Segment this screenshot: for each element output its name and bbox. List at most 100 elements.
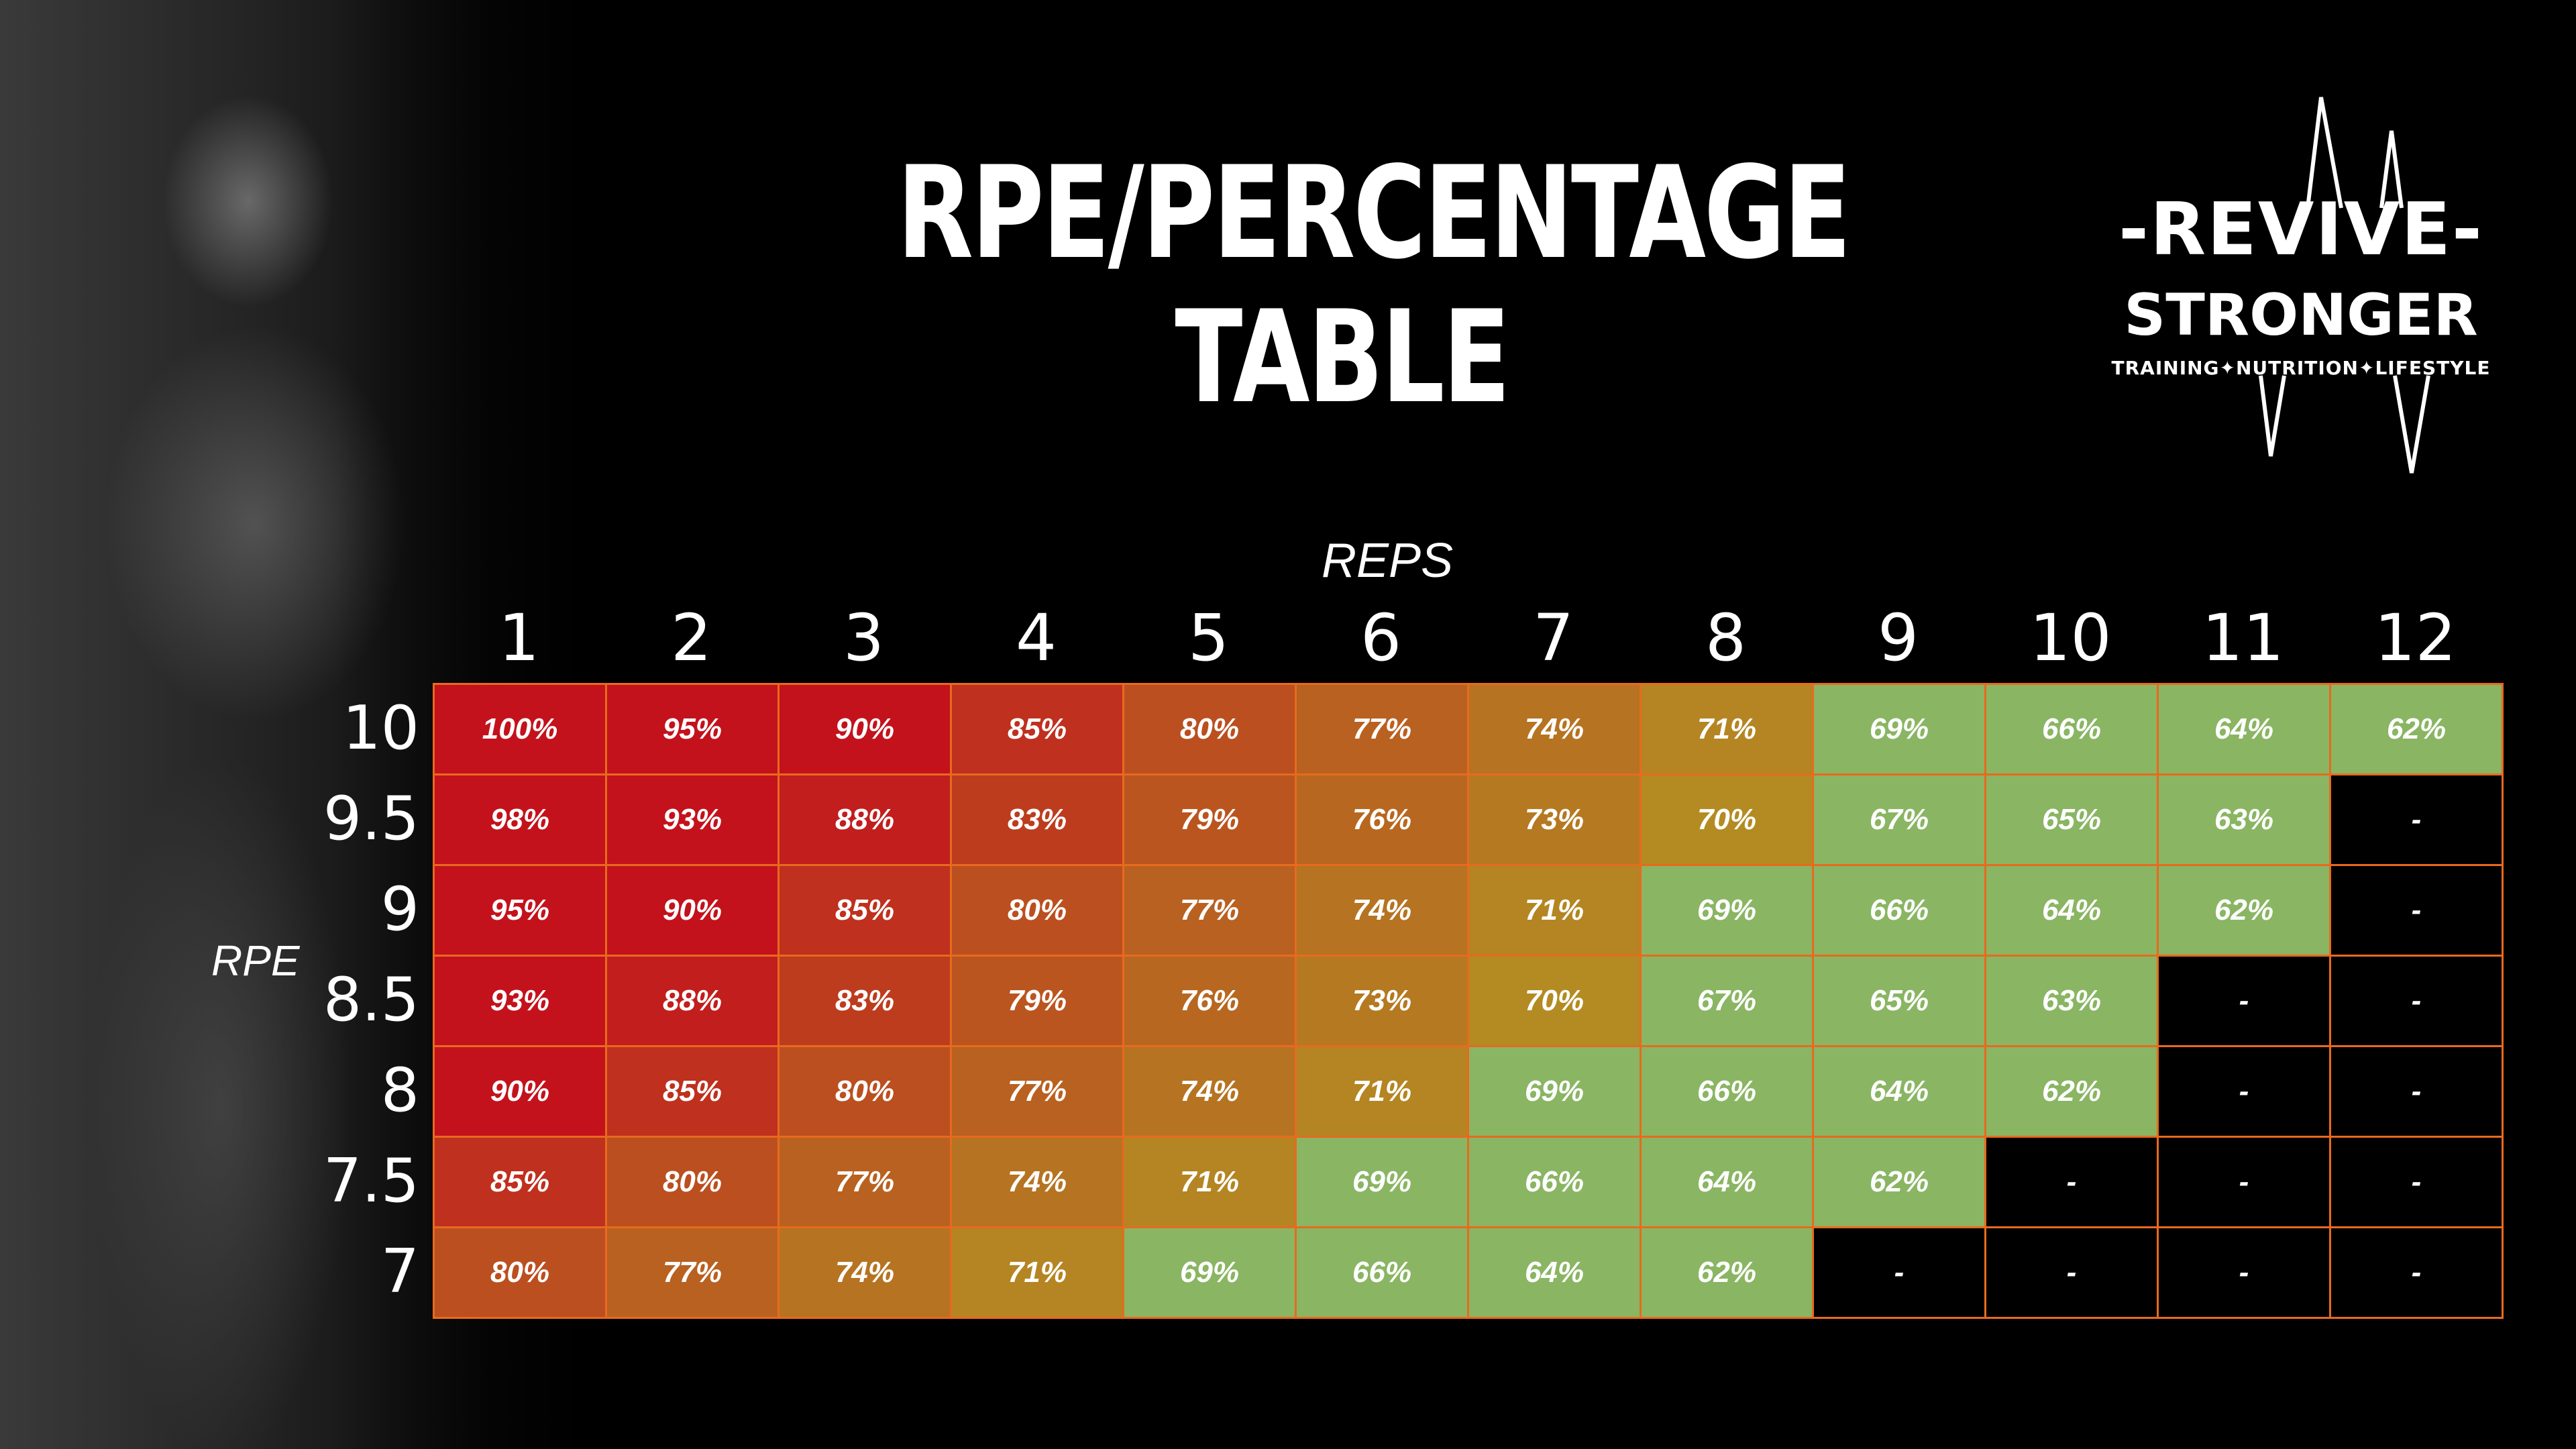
- column-header-12: 12: [2374, 600, 2457, 676]
- table-cell: 77%: [1295, 683, 1469, 775]
- row-header-rpe: 7: [380, 1236, 419, 1307]
- table-cell: 77%: [1122, 864, 1297, 957]
- table-cell-empty: -: [2329, 864, 2504, 957]
- table-cell: 74%: [1122, 1045, 1297, 1138]
- table-cell-empty: -: [2329, 1136, 2504, 1228]
- table-cell: 90%: [777, 683, 952, 775]
- table-cell: 74%: [1295, 864, 1469, 957]
- table-cell: 62%: [1812, 1136, 1986, 1228]
- title-line-2: TABLE: [1175, 283, 1510, 431]
- table-cell-empty: -: [2329, 955, 2504, 1047]
- table-cell: 93%: [433, 955, 607, 1047]
- table-cell: 67%: [1812, 773, 1986, 866]
- column-header-11: 11: [2202, 600, 2284, 676]
- x-axis-label: REPS: [1322, 534, 1454, 588]
- column-header-4: 4: [1015, 600, 1057, 676]
- table-cell: 76%: [1122, 955, 1297, 1047]
- table-cell: 76%: [1295, 773, 1469, 866]
- table-cell-empty: -: [2157, 1136, 2331, 1228]
- column-header-3: 3: [843, 600, 885, 676]
- table-cell: 69%: [1640, 864, 1814, 957]
- table-cell: 85%: [950, 683, 1124, 775]
- table-cell: 79%: [950, 955, 1124, 1047]
- table-cell: 66%: [1295, 1226, 1469, 1319]
- table-cell: 64%: [1984, 864, 2159, 957]
- table-cell: 64%: [1640, 1136, 1814, 1228]
- row-header-rpe: 8: [380, 1055, 419, 1126]
- table-cell: 74%: [950, 1136, 1124, 1228]
- table-cell: 64%: [1812, 1045, 1986, 1138]
- table-cell: 65%: [1812, 955, 1986, 1047]
- heartbeat-icon: [2259, 97, 2430, 474]
- table-cell: 80%: [433, 1226, 607, 1319]
- table-cell: 90%: [433, 1045, 607, 1138]
- column-header-9: 9: [1877, 600, 1919, 676]
- table-cell: 90%: [605, 864, 780, 957]
- table-cell: 73%: [1295, 955, 1469, 1047]
- column-header-2: 2: [670, 600, 712, 676]
- table-cell-empty: -: [2157, 955, 2331, 1047]
- logo-word-stronger: STRONGER: [2124, 282, 2478, 349]
- table-cell-empty: -: [2329, 1226, 2504, 1319]
- table-cell: 100%: [433, 683, 607, 775]
- title-line-1: RPE/PERCENTAGE: [897, 139, 1851, 287]
- table-cell: 85%: [433, 1136, 607, 1228]
- logo-tagline: TRAINING✦NUTRITION✦LIFESTYLE: [2111, 357, 2491, 379]
- table-cell: 83%: [950, 773, 1124, 866]
- table-cell: 71%: [1640, 683, 1814, 775]
- table-cell: 88%: [605, 955, 780, 1047]
- table-cell: 66%: [1984, 683, 2159, 775]
- table-cell: 80%: [1122, 683, 1297, 775]
- table-cell-empty: -: [2157, 1045, 2331, 1138]
- table-cell: 71%: [1295, 1045, 1469, 1138]
- table-cell: 77%: [605, 1226, 780, 1319]
- table-cell-empty: -: [1812, 1226, 1986, 1319]
- table-cell-empty: -: [2157, 1226, 2331, 1319]
- table-cell: 95%: [433, 864, 607, 957]
- table-cell: 83%: [777, 955, 952, 1047]
- table-cell: 77%: [950, 1045, 1124, 1138]
- row-header-rpe: 10: [342, 693, 419, 763]
- column-header-5: 5: [1187, 600, 1230, 676]
- table-cell: 80%: [950, 864, 1124, 957]
- table-cell: 69%: [1812, 683, 1986, 775]
- table-cell: 66%: [1812, 864, 1986, 957]
- table-cell: 69%: [1467, 1045, 1642, 1138]
- table-cell: 98%: [433, 773, 607, 866]
- table-cell: 77%: [777, 1136, 952, 1228]
- table-cell-empty: -: [2329, 1045, 2504, 1138]
- table-cell: 80%: [777, 1045, 952, 1138]
- table-cell: 65%: [1984, 773, 2159, 866]
- table-cell: 63%: [1984, 955, 2159, 1047]
- table-cell: 64%: [2157, 683, 2331, 775]
- table-cell: 63%: [2157, 773, 2331, 866]
- table-cell: 70%: [1640, 773, 1814, 866]
- table-cell: 62%: [2329, 683, 2504, 775]
- table-cell: 66%: [1467, 1136, 1642, 1228]
- table-cell: 80%: [605, 1136, 780, 1228]
- table-cell: 62%: [1640, 1226, 1814, 1319]
- table-cell: 66%: [1640, 1045, 1814, 1138]
- row-header-rpe: 9: [380, 874, 419, 945]
- logo-word-revive: -REVIVE-: [2118, 188, 2483, 272]
- column-header-8: 8: [1705, 600, 1747, 676]
- table-cell: 67%: [1640, 955, 1814, 1047]
- table-cell: 71%: [1122, 1136, 1297, 1228]
- column-header-7: 7: [1532, 600, 1574, 676]
- table-cell: 62%: [1984, 1045, 2159, 1138]
- table-cell: 70%: [1467, 955, 1642, 1047]
- table-cell-empty: -: [1984, 1226, 2159, 1319]
- table-cell: 69%: [1122, 1226, 1297, 1319]
- column-header-6: 6: [1360, 600, 1402, 676]
- table-cell: 71%: [1467, 864, 1642, 957]
- rpe-table: 100% 95% 90% 85% 80% 77% 74% 71% 69% 66% 64% 62% 98%…: [433, 683, 2504, 1319]
- brand-logo: -REVIVE- STRONGER TRAINING✦NUTRITION✦LIF…: [2080, 80, 2522, 483]
- page-title: RPE/PERCENTAGE TABLE: [897, 139, 1851, 431]
- table-cell: 79%: [1122, 773, 1297, 866]
- table-cell: 85%: [777, 864, 952, 957]
- table-cell: 69%: [1295, 1136, 1469, 1228]
- row-header-rpe: 8.5: [323, 965, 419, 1035]
- column-header-1: 1: [498, 600, 540, 676]
- table-cell: 88%: [777, 773, 952, 866]
- y-axis-label: RPE: [211, 936, 300, 985]
